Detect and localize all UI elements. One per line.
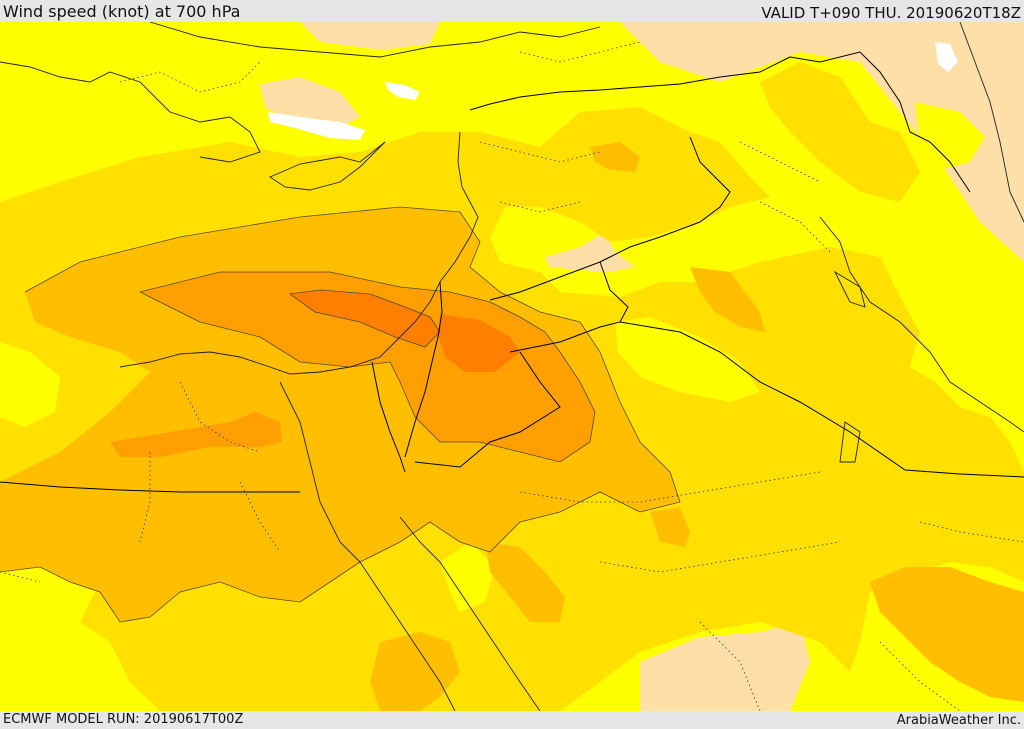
model-run-label: ECMWF MODEL RUN: 20190617T00Z [3,712,244,727]
admin-line-syria [479,141,601,213]
band-1-hole-east [615,317,760,402]
valid-time: VALID T+090 THU. 20190620T18Z [761,4,1021,22]
coastline-persian-gulf [819,216,1024,433]
admin-line-saudi-north [519,471,821,503]
coastline-red-sea-west [279,381,456,711]
light-area-top-left [300,22,440,50]
border-jordan-iraq [489,261,601,301]
coastline-cyprus [269,141,386,191]
coastline-iran-east [959,22,1024,223]
coastline-levant [119,131,479,375]
band-1-hole-south [440,542,495,612]
map-canvas [0,22,1024,711]
band-1-hole-west [0,342,60,427]
coastline-red-sea-east [399,516,541,711]
band-3-east [690,267,765,332]
admin-line-saudi-central [599,541,841,711]
coastline-aegean [0,61,261,163]
contour-line-band-5 [288,289,441,348]
border-israel-egypt [371,361,406,473]
band-4-egypt [110,412,282,457]
light-area-north-turkey [470,22,1024,262]
lake-urmia [935,42,958,72]
light-area-south-center [640,622,810,711]
coastline-black-sea [149,22,601,58]
band-3-main [0,207,680,622]
lake-tuz [268,112,365,140]
title-bar: Wind speed (knot) at 700 hPa VALID T+090… [0,0,1024,22]
admin-line-egypt [139,381,281,553]
admin-line-turkey [119,41,641,93]
border-egypt-sudan [0,481,300,493]
admin-line-south [0,521,1024,711]
border-jordan-saudi [509,261,629,353]
wind-speed-map [0,22,1024,711]
contour-lines [0,206,681,623]
admin-line-iraq [739,141,831,253]
border-syria-iraq [599,136,731,263]
band-4-main [140,272,595,462]
band-3-south [370,632,460,711]
contour-line-band-4 [138,271,596,463]
band-5-core-west [290,290,440,347]
band-3-red-sea [485,542,565,622]
contour-line-band-3 [0,206,681,623]
band-3-south-mid [650,507,690,547]
band-1-hole-south-west [0,612,160,711]
coastlines [0,22,1024,711]
border-saudi-jordan-south [414,351,561,468]
lake-van [385,82,420,100]
band-2-north-east [760,62,920,202]
band-1-hole-iran [915,102,985,170]
credit-label: ArabiaWeather Inc. [896,713,1021,728]
coastline-gulf-islands [833,270,866,463]
border-turkey-syria [469,56,791,111]
band-5-core-jordan [438,314,520,372]
map-title: Wind speed (knot) at 700 hPa [3,2,241,21]
admin-borders [0,41,1024,711]
border-jordan-israel [404,281,443,458]
footer-bar: ECMWF MODEL RUN: 20190617T00Z ArabiaWeat… [0,711,1024,729]
border-iran-iraq [789,51,971,193]
country-borders [0,51,1024,493]
border-iraq-saudi [619,321,1024,478]
band-3-syria [590,142,640,172]
light-area-syria [545,232,635,272]
band-3-south-east [870,567,1024,702]
